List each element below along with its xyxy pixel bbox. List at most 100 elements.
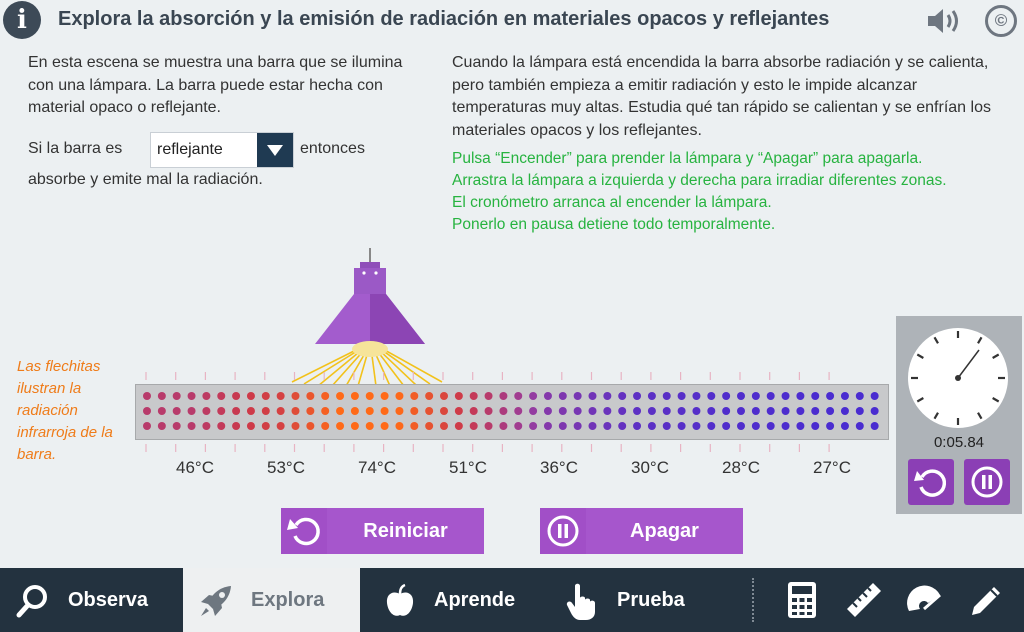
bar-dot [514, 407, 523, 415]
bar-dots [143, 392, 879, 430]
bar-dot [454, 407, 463, 415]
bar-dot [365, 422, 374, 430]
bar-dot [751, 407, 760, 415]
bar-dot [157, 407, 166, 415]
clock-tick [933, 412, 939, 420]
temperature-label: 46°C [176, 458, 214, 477]
bar-dot [410, 407, 419, 415]
nav-item-observa[interactable]: Observa [0, 568, 182, 632]
bar-dot [306, 422, 315, 430]
material-select[interactable]: reflejante [150, 132, 294, 168]
bar-dot [425, 392, 434, 400]
bar-dot [365, 407, 374, 415]
pause-icon [971, 466, 1003, 498]
bar-dot [499, 392, 508, 400]
reset-button[interactable]: Reiniciar [281, 508, 484, 554]
bar-dot [202, 392, 211, 400]
bar-dot [261, 407, 270, 415]
reset-button-label: Reiniciar [363, 520, 448, 542]
nav-item-explora[interactable]: Explora [183, 568, 360, 632]
heated-bar [135, 384, 889, 440]
bar-dot [840, 407, 849, 415]
material-prefix: Si la barra es [28, 140, 123, 157]
pencil-icon[interactable] [968, 581, 1006, 619]
bar-dot [321, 407, 330, 415]
bar-dot [840, 422, 849, 430]
bar-dot [677, 407, 686, 415]
temperature-label: 53°C [267, 458, 305, 477]
temperature-label: 28°C [722, 458, 760, 477]
bar-dot [425, 422, 434, 430]
bar-dot [781, 422, 790, 430]
bar-dot [573, 392, 582, 400]
nav-item-label: Explora [251, 589, 325, 611]
nav-item-label: Aprende [434, 589, 516, 611]
bar-dot [440, 392, 448, 400]
nav-item-label: Observa [68, 589, 149, 611]
bar-dot [172, 392, 181, 400]
bar-dot [662, 407, 671, 415]
bar-dot [707, 392, 716, 400]
nav-item-prueba[interactable]: Prueba [537, 568, 737, 632]
bar-dot [722, 392, 731, 400]
bar-dot [692, 422, 701, 430]
protractor-icon[interactable] [906, 581, 944, 619]
bar-dot [454, 422, 463, 430]
bar-dot [662, 392, 671, 400]
reset-icon [914, 469, 947, 497]
instruction-line: El cronómetro arranca al encender la lám… [452, 194, 772, 211]
bar-dot [157, 422, 166, 430]
nav-item-label: Prueba [617, 589, 685, 611]
bar-dot [647, 407, 656, 415]
stopwatch-reset-button[interactable] [908, 459, 954, 505]
bar-dot [677, 422, 686, 430]
bar-dot [261, 422, 270, 430]
bar-dot [662, 422, 671, 430]
bar-dot [336, 422, 345, 430]
nav-item-aprende[interactable]: Aprende [361, 568, 536, 632]
bar-dot [291, 407, 300, 415]
bar-dot [276, 392, 285, 400]
infrared-note: Las flechitas ilustran la radiación infr… [17, 358, 113, 463]
bar-dot [380, 407, 389, 415]
bar-dot [143, 407, 151, 415]
reset-icon [281, 508, 327, 554]
instructions: Pulsa “Encender” para prender la lámpara… [452, 148, 1017, 236]
ruler-icon[interactable] [845, 581, 883, 619]
copyright-icon[interactable]: © [985, 5, 1017, 37]
bar-dot [766, 407, 775, 415]
bar-dot [143, 392, 151, 400]
bar-dot [722, 407, 731, 415]
bar-dot [350, 422, 359, 430]
bar-dot [558, 407, 567, 415]
bar-dot [395, 407, 404, 415]
bar-dot [543, 422, 552, 430]
stopwatch-time: 0:05.84 [933, 434, 985, 451]
temperature-label: 30°C [631, 458, 669, 477]
bar-dot [425, 407, 434, 415]
lamp[interactable] [290, 248, 450, 388]
bar-dot [811, 392, 820, 400]
instruction-line: Ponerlo en pausa detiene todo temporalme… [452, 216, 776, 233]
rocket-icon [201, 586, 231, 616]
clock-tick [916, 397, 924, 403]
lamp-toggle-button[interactable]: Apagar [540, 508, 743, 554]
bar-dot [692, 407, 701, 415]
bar-dot [633, 407, 642, 415]
bar-dot [543, 392, 552, 400]
bar-dot [751, 422, 760, 430]
bar-dot [187, 407, 196, 415]
bar-dot [811, 407, 820, 415]
bar-dot [766, 392, 775, 400]
bar-dot [172, 422, 181, 430]
bar-dot [143, 422, 151, 430]
stopwatch-pause-button[interactable] [964, 459, 1010, 505]
bar-dot [558, 422, 567, 430]
info-icon[interactable]: i [3, 1, 41, 39]
chevron-down-icon[interactable] [257, 133, 293, 167]
bar-dot [811, 422, 820, 430]
sound-icon[interactable] [924, 4, 964, 38]
calculator-icon[interactable] [783, 581, 821, 619]
bar-dot [633, 392, 642, 400]
bar-dot [321, 392, 330, 400]
